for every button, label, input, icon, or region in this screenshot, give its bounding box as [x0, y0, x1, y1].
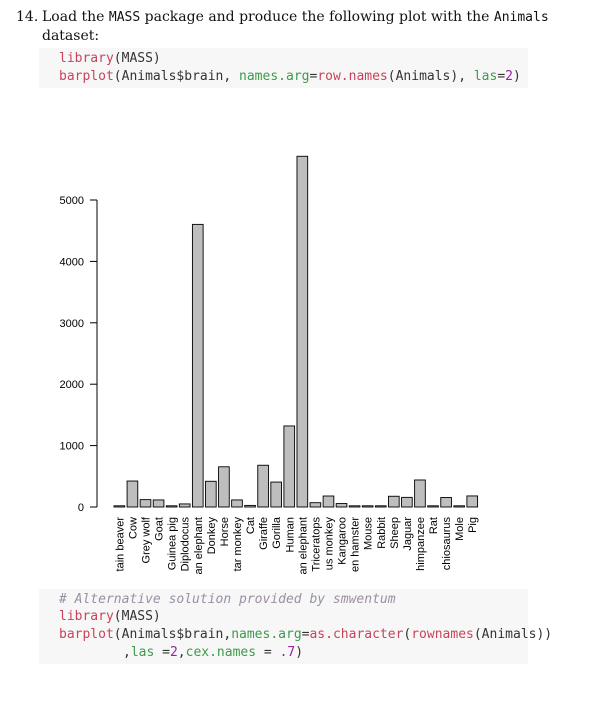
animals-dataset-name: Animals — [493, 10, 549, 25]
bar — [440, 497, 452, 508]
x-tick-label: Rat — [428, 517, 440, 534]
bar — [178, 503, 191, 508]
x-tick-label: Human — [284, 517, 296, 552]
y-tick-label: 4000 — [60, 256, 84, 268]
question-number: 14. — [16, 9, 39, 25]
x-tick-label: Kangaroo — [337, 517, 349, 565]
bar — [205, 480, 217, 508]
x-tick-label: Goat — [154, 517, 166, 541]
bar — [270, 481, 282, 508]
bar — [453, 505, 465, 508]
x-tick-label: Cow — [127, 517, 139, 539]
bar — [361, 505, 374, 508]
x-tick-label: Pig — [467, 517, 479, 533]
code-line: barplot(Animals$brain,names.arg=as.chara… — [59, 627, 553, 642]
y-tick-label: 0 — [78, 502, 84, 514]
x-tick-label: chiosaurus — [441, 517, 453, 571]
bar — [414, 479, 426, 508]
x-tick-label: Diplodocus — [180, 517, 192, 572]
bar — [231, 499, 243, 508]
bar — [113, 505, 126, 508]
x-tick-label: Rabbit — [376, 517, 388, 549]
x-tick-label: us monkey — [323, 517, 335, 571]
y-tick-label: 3000 — [60, 318, 84, 330]
x-tick-label: tain beaver — [114, 517, 126, 572]
x-tick-label: Triceratops — [310, 517, 322, 572]
bar — [335, 503, 348, 508]
bar — [374, 505, 387, 508]
bar — [218, 466, 230, 508]
bar — [322, 495, 335, 508]
code-line: barplot(Animals$brain, names.arg=row.nam… — [59, 69, 521, 84]
x-tick-label: an elephant — [193, 517, 205, 575]
bar — [466, 495, 479, 508]
x-tick-label: Gorilla — [271, 516, 283, 549]
code-block-1: library(MASS) barplot(Animals$brain, nam… — [39, 48, 528, 88]
bar — [427, 505, 439, 508]
x-tick-label: Mole — [454, 517, 466, 541]
mass-package-name: MASS — [108, 10, 141, 25]
code-line: ,las =2,cex.names = .7) — [123, 645, 304, 660]
y-tick-label: 2000 — [60, 379, 84, 391]
y-tick-label: 1000 — [60, 441, 84, 453]
code-comment: # Alternative solution provided by smwen… — [59, 592, 396, 607]
code-block-2: # Alternative solution provided by smwen… — [39, 589, 552, 664]
bar — [244, 504, 256, 508]
bar — [348, 505, 361, 508]
x-tick-label: Cat — [245, 517, 257, 534]
x-tick-label: Giraffe — [258, 517, 270, 550]
y-tick-label: 5000 — [60, 195, 84, 207]
bar — [126, 480, 139, 508]
code-line: library(MASS) — [59, 609, 161, 624]
bar — [283, 425, 296, 508]
bar — [296, 155, 309, 508]
x-tick-label: en hamster — [350, 517, 362, 572]
brain-barplot: 0 1000 2000 3000 4000 5000 tain beaver Cow Grey … — [60, 155, 479, 575]
bar — [388, 495, 400, 508]
bar — [309, 502, 322, 508]
x-tick-label: an elephant — [297, 517, 309, 575]
bar — [152, 499, 165, 508]
x-tick-label: Mouse — [363, 517, 375, 550]
code-line: library(MASS) — [59, 51, 161, 66]
bar — [165, 505, 178, 508]
x-tick-label: himpanzee — [415, 517, 427, 571]
bar — [139, 499, 152, 508]
x-tick-label: Grey wolf — [140, 516, 152, 563]
x-tick-label: tar monkey — [232, 517, 244, 572]
x-tick-label: Sheep — [389, 517, 401, 549]
question-text: Load the MASS package and produce the fo… — [42, 9, 549, 44]
x-tick-label: Guinea pig — [167, 517, 179, 570]
bar — [257, 464, 269, 508]
bar — [191, 223, 204, 508]
x-tick-label: Horse — [219, 517, 231, 546]
x-tick-label: Jaguar — [402, 517, 414, 551]
bar — [401, 496, 413, 508]
x-tick-label: Donkey — [206, 517, 218, 555]
